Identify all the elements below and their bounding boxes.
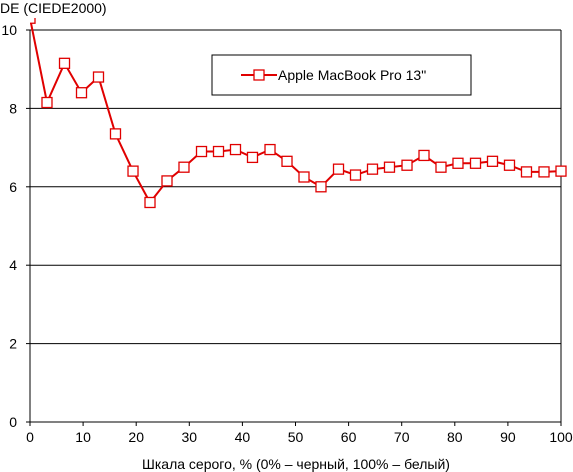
- x-tick-label: 80: [447, 429, 463, 445]
- data-point: [178, 161, 190, 173]
- y-tick-label: 2: [9, 336, 17, 352]
- data-point: [435, 161, 447, 173]
- y-tick-label: 10: [1, 22, 17, 38]
- x-tick-labels: 0 10 20 30 40 50 60 70 80 90 100: [26, 422, 573, 445]
- data-point: [161, 175, 173, 187]
- y-tick-label: 6: [9, 179, 17, 195]
- data-point: [109, 128, 122, 140]
- y-tick-label: 8: [9, 100, 17, 116]
- data-point: [332, 163, 345, 175]
- data-point: [229, 143, 242, 156]
- x-tick-label: 100: [549, 429, 573, 445]
- data-point: [401, 159, 413, 171]
- series-line: [30, 18, 562, 205]
- y-tick-labels: 0 2 4 6 8 10: [1, 22, 17, 430]
- data-point: [315, 181, 327, 193]
- legend-series-label: Apple MacBook Pro 13": [278, 67, 426, 83]
- x-axis-title: Шкала серого, % (0% – черный, 100% – бел…: [142, 456, 450, 472]
- series-group: [30, 18, 567, 209]
- legend: Apple MacBook Pro 13": [211, 54, 472, 96]
- data-point: [538, 166, 550, 178]
- x-tick-label: 60: [341, 429, 357, 445]
- data-point: [349, 169, 362, 181]
- grid-lines: [26, 29, 561, 423]
- y-tick-label: 0: [9, 414, 17, 430]
- x-tick-label: 70: [394, 429, 410, 445]
- data-point: [92, 71, 105, 83]
- data-point: [58, 57, 71, 69]
- data-point: [503, 159, 516, 171]
- data-point: [195, 145, 208, 158]
- x-tick-label: 90: [500, 429, 516, 445]
- data-point: [127, 165, 139, 177]
- data-point: [246, 151, 259, 164]
- x-tick-label: 20: [128, 429, 144, 445]
- x-tick-label: 40: [235, 429, 251, 445]
- data-point: [452, 157, 464, 169]
- data-point: [469, 157, 482, 169]
- legend-series-marker: [253, 69, 265, 81]
- data-point: [41, 96, 53, 109]
- data-point: [144, 196, 156, 209]
- y-axis-title: DE (CIEDE2000): [0, 0, 107, 16]
- y-tick-label: 4: [9, 257, 17, 273]
- x-tick-label: 0: [26, 429, 34, 445]
- data-point: [30, 18, 36, 24]
- x-tick-label: 30: [182, 429, 198, 445]
- data-point: [486, 155, 499, 167]
- data-point: [75, 87, 88, 99]
- data-point: [520, 166, 533, 178]
- x-tick-label: 10: [75, 429, 91, 445]
- data-point: [212, 145, 225, 158]
- data-point: [383, 161, 396, 173]
- data-point: [264, 143, 276, 156]
- data-point: [366, 163, 379, 175]
- data-point: [298, 171, 310, 183]
- data-point: [281, 155, 293, 167]
- data-point: [555, 165, 567, 177]
- data-point: [418, 149, 430, 162]
- x-tick-label: 50: [288, 429, 304, 445]
